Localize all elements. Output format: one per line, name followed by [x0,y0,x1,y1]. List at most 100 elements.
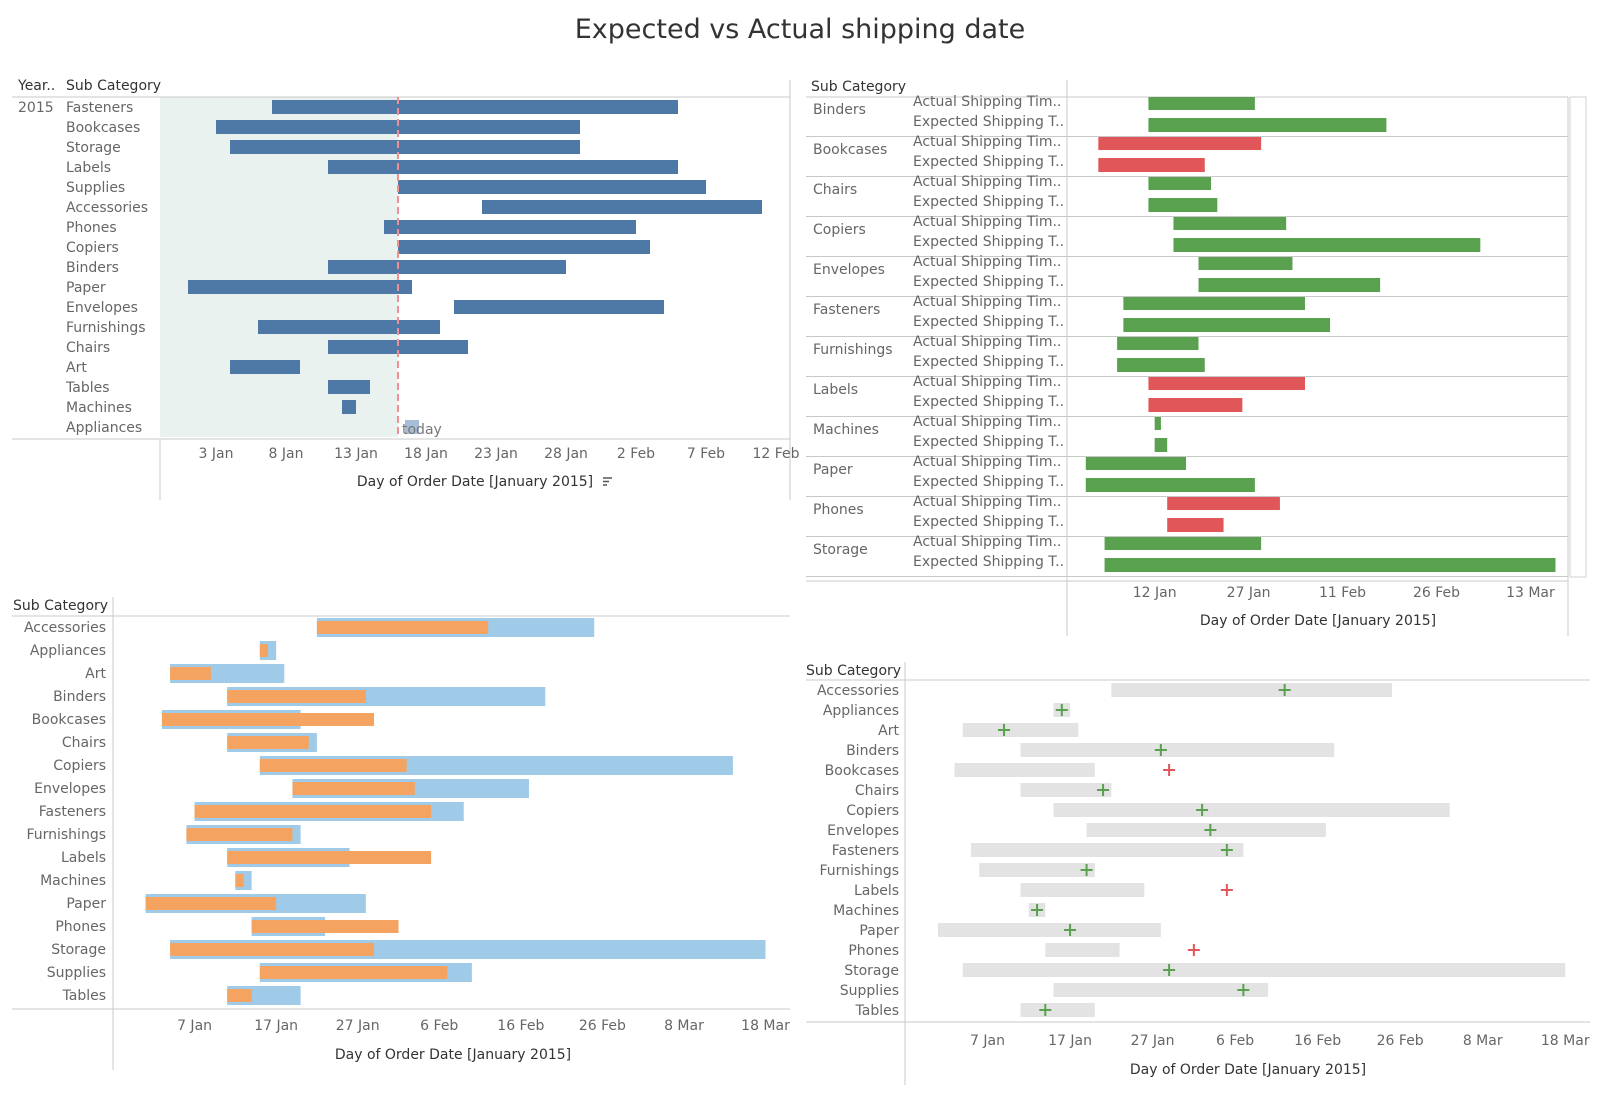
shipping-range-bar [1045,943,1120,957]
x-tick-label: 2 Feb [617,446,655,462]
category-label: Copiers [53,758,106,774]
gantt-bar [482,200,762,214]
category-label: Chairs [66,340,110,356]
category-label: Envelopes [34,781,106,797]
gantt-bar [258,320,440,334]
row-header-sub-category: Sub Category [806,663,901,679]
expected-shipping-bar [1173,238,1481,252]
plus-marker-icon [1196,804,1209,816]
measure-label-actual: Actual Shipping Tim.. [913,134,1061,150]
category-label: Furnishings [819,863,899,879]
x-axis-title: Day of Order Date [January 2015] [1130,1062,1366,1078]
actual-range-bar [227,736,309,749]
x-tick-label: 8 Mar [664,1018,704,1034]
category-label: Envelopes [66,300,138,316]
actual-range-bar [161,713,375,726]
category-label: Chairs [813,182,857,198]
actual-shipping-bar [1148,177,1212,190]
measure-label-actual: Actual Shipping Tim.. [913,254,1061,270]
category-label: Tables [65,380,110,396]
measure-label-actual: Actual Shipping Tim.. [913,214,1061,230]
category-label: Storage [51,942,106,958]
measure-label-actual: Actual Shipping Tim.. [913,414,1061,430]
category-label: Fasteners [39,804,106,820]
expected-shipping-bar [1117,358,1205,372]
actual-shipping-bar [1123,297,1305,310]
actual-shipping-bar [1104,537,1262,550]
x-tick-label: 18 Mar [741,1018,790,1034]
expected-shipping-bar [1198,278,1381,292]
category-label: Accessories [817,683,899,699]
category-label: Appliances [66,420,142,436]
x-tick-label: 8 Mar [1463,1033,1503,1049]
category-label: Supplies [66,180,125,196]
plus-marker-icon [1097,784,1110,796]
category-label: Tables [62,988,107,1004]
category-label: Labels [61,850,106,866]
shipping-range-bar [962,963,1566,977]
gantt-chart: Year.. Sub Category 2015 Fasteners Bookcases… [12,78,800,500]
gantt-bar [230,360,300,374]
measure-label-expected: Expected Shipping T.. [913,554,1064,570]
category-label: Phones [66,220,117,236]
gantt-bar [342,400,356,414]
category-label: Copiers [66,240,119,256]
category-label: Machines [66,400,132,416]
overlay-bar-chart: Sub Category Accessories Appliances Art Bind… [12,597,790,1070]
plus-marker-icon [1220,884,1233,896]
actual-range-bar [170,667,211,680]
x-tick-label: 7 Jan [970,1033,1005,1049]
category-label: Chairs [62,735,106,751]
plus-marker-icon [998,724,1011,736]
category-label: Paper [66,280,106,296]
shipping-range-bar [1020,1003,1095,1017]
measure-label-actual: Actual Shipping Tim.. [913,494,1061,510]
actual-range-bar [227,851,432,864]
x-tick-label: 23 Jan [474,446,518,462]
x-tick-label: 27 Jan [336,1018,380,1034]
measure-label-expected: Expected Shipping T.. [913,434,1064,450]
gantt-bar [328,160,678,174]
gantt-bar [328,340,468,354]
category-label: Paper [813,462,853,478]
category-label: Binders [813,102,866,118]
actual-range-bar [235,874,244,887]
row-header-year: Year.. [17,78,55,94]
x-tick-label: 26 Feb [1413,585,1460,601]
measure-label-expected: Expected Shipping T.. [913,354,1064,370]
category-label: Art [85,666,106,682]
gantt-bar [216,120,580,134]
category-label: Storage [813,542,868,558]
category-label: Paper [859,923,899,939]
row-header-sub-category: Sub Category [811,79,906,95]
dashboard-title: Expected vs Actual shipping date [574,14,1026,45]
measure-label-expected: Expected Shipping T.. [913,314,1064,330]
category-label: Bookcases [825,763,899,779]
category-label: Storage [66,140,121,156]
category-label: Bookcases [813,142,887,158]
x-tick-label: 13 Mar [1506,585,1555,601]
category-label: Phones [55,919,106,935]
actual-shipping-bar [1148,97,1255,110]
measure-label-actual: Actual Shipping Tim.. [913,174,1061,190]
category-label: Art [66,360,87,376]
measure-label-actual: Actual Shipping Tim.. [913,94,1061,110]
expected-shipping-bar [1148,398,1243,412]
category-label: Furnishings [66,320,146,336]
plus-marker-icon [1064,924,1077,936]
category-label: Fasteners [66,100,133,116]
plus-marker-icon [1278,684,1291,696]
actual-range-bar [227,690,366,703]
gantt-bar [384,220,636,234]
expected-shipping-bar [1154,438,1168,452]
actual-shipping-bar [1198,257,1293,270]
actual-shipping-bar [1085,457,1186,470]
category-label: Supplies [840,983,899,999]
actual-shipping-bar [1098,137,1262,150]
x-tick-label: 7 Feb [687,446,725,462]
category-label: Fasteners [832,843,899,859]
year-label: 2015 [18,100,54,116]
actual-range-bar [259,759,407,772]
category-label: Phones [848,943,899,959]
actual-range-bar [227,989,252,1002]
